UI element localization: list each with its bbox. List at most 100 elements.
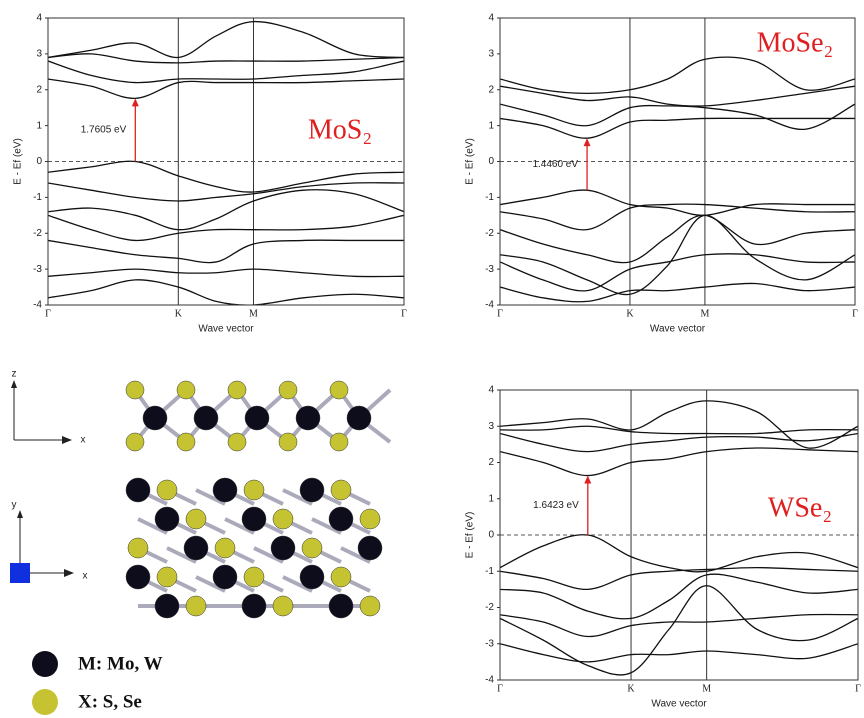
atom [177,433,195,451]
x-tick-label: Γ [852,308,858,319]
y-tick-label: 4 [488,13,494,24]
x-axis-label: Wave vector [198,324,254,335]
atom [302,538,322,558]
band-line [48,54,404,63]
gap-arrow-head [584,476,591,484]
band-line [500,57,855,93]
gap-arrow-head [584,138,591,146]
y-tick-label: -3 [485,264,494,275]
x-tick-label: Γ [45,308,51,319]
axis-arrow-head [17,510,23,518]
y-tick-label: 1 [36,120,42,131]
atom [213,565,237,589]
atom [360,509,380,529]
atom [126,381,144,399]
band-line [48,61,404,83]
y-tick-label: 0 [488,156,494,167]
band-line [500,104,855,129]
x-tick-label: K [626,308,634,319]
bands [500,401,858,675]
band-line [500,254,855,291]
x-tick-label: K [627,683,635,694]
page: Band structures {"chart_data": [ {"type"… [0,0,864,718]
x-axis-label: Wave vector [651,699,707,710]
y-tick-label: 4 [36,13,42,24]
atom [157,480,177,500]
y-tick-label: -2 [485,602,494,613]
atom [300,478,324,502]
band-line [500,568,858,590]
y-tick-label: 1 [488,120,494,131]
band-line [500,204,855,230]
y-tick-label: -1 [485,192,494,203]
axis-arrow-head [11,380,17,388]
y-tick-label: -3 [33,264,42,275]
band-line [48,215,404,240]
y-axis-label: E - Ef (eV) [13,138,24,185]
band-line [48,22,404,58]
band-line [500,586,858,675]
axis-name: y [12,500,17,511]
axis-name: x [83,571,88,582]
atom [184,536,208,560]
atom [279,433,297,451]
bands [48,22,404,306]
atom [155,594,179,618]
atom [126,433,144,451]
atom [155,507,179,531]
atom [300,565,324,589]
figure: -4-3-2-101234ΓKMΓ1.7605 eVMoS₂E - Ef (eV… [0,0,864,718]
axis-arrow-head [62,436,72,444]
y-tick-label: -4 [485,675,494,686]
x-tick-label: Γ [855,683,861,694]
atom [242,507,266,531]
band-line [48,269,404,276]
atom [296,406,320,430]
atom [215,538,235,558]
x-tick-label: Γ [401,308,407,319]
x-tick-label: Γ [497,683,503,694]
atom [126,478,150,502]
x-tick-label: K [175,308,183,319]
x-tick-label: M [700,308,709,319]
y-tick-label: 3 [488,421,494,432]
body: -4-3-2-101234ΓKMΓ1.7605 eVMoS₂E - Ef (eV… [0,0,864,718]
atom [157,567,177,587]
atom [329,594,353,618]
atom [244,480,264,500]
atom [271,536,295,560]
axis-name: z [12,369,17,380]
atom [244,567,264,587]
band-line [48,190,404,230]
y-tick-label: -1 [33,192,42,203]
y-tick-label: 2 [488,84,494,95]
y-tick-label: -3 [485,638,494,649]
y-tick-label: 1 [488,493,494,504]
atom [228,381,246,399]
y-axis-label: E - Ef (eV) [465,512,476,559]
legend-swatch [32,651,58,677]
chart-title: MoSe₂ [757,27,834,58]
y-tick-label: 0 [36,156,42,167]
x-tick-label: M [702,683,711,694]
gap-label: 1.6423 eV [533,500,579,511]
atom [360,596,380,616]
band-line [500,614,858,636]
legend-swatch [32,689,58,715]
atom [186,596,206,616]
band-line [500,118,855,138]
atom [331,480,351,500]
x-tick-label: M [249,308,258,319]
band-line [48,280,404,305]
axis-origin [10,563,30,583]
atom [186,509,206,529]
atom [228,433,246,451]
atom [128,538,148,558]
y-tick-label: -2 [33,228,42,239]
atom [347,406,371,430]
y-tick-label: 3 [36,49,42,60]
gap-label: 1.7605 eV [81,125,127,136]
atom [245,406,269,430]
atom [331,567,351,587]
y-tick-label: 2 [36,84,42,95]
